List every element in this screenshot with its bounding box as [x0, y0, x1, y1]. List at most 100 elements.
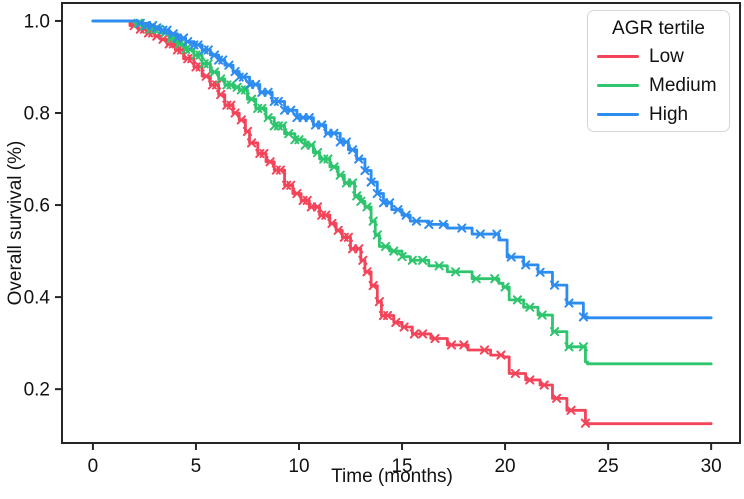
censor-x-icon — [362, 202, 372, 212]
legend-line-swatch-low — [597, 54, 639, 59]
y-tick-label: 0.4 — [24, 288, 51, 309]
censor-x-icon — [564, 342, 574, 352]
censor-x-icon — [201, 71, 211, 81]
censor-x-icon — [506, 252, 516, 262]
censor-x-icon — [430, 333, 440, 344]
censor-x-icon — [525, 375, 535, 385]
censor-x-icon — [510, 368, 520, 379]
censor-x-icon — [372, 188, 382, 199]
censor-x-icon — [277, 121, 288, 131]
censor-x-icon — [537, 310, 547, 320]
legend-label: High — [649, 103, 689, 125]
legend-entry-low: Low — [588, 42, 729, 71]
censor-x-icon — [564, 298, 574, 308]
censor-x-icon — [492, 229, 502, 239]
censor-x-icon — [539, 380, 549, 390]
censor-x-icon — [135, 18, 145, 28]
censor-x-icon — [321, 210, 331, 220]
censor-x-icon — [434, 261, 444, 271]
x-tick-label: 25 — [598, 456, 619, 477]
censor-x-icon — [551, 393, 562, 403]
censor-x-icon — [317, 120, 327, 130]
censor-x-icon — [343, 232, 354, 242]
censor-x-icon — [496, 350, 506, 360]
censor-x-icon — [329, 162, 339, 172]
censor-x-icon — [226, 80, 236, 90]
x-tick-label: 15 — [391, 456, 412, 477]
plot-spines — [61, 2, 741, 444]
censor-x-icon — [457, 223, 467, 233]
censor-x-icon — [418, 329, 428, 339]
censor-x-icon — [549, 280, 560, 290]
censor-x-icon — [236, 115, 246, 125]
censor-x-icon — [211, 80, 222, 90]
legend-entry-medium: Medium — [588, 71, 729, 100]
censor-x-icon — [203, 59, 213, 69]
x-tick-label: 30 — [701, 456, 722, 477]
censor-x-icon — [475, 229, 485, 239]
censor-x-icon — [242, 126, 253, 137]
censor-x-icon — [263, 113, 273, 123]
y-axis: 0.2 0.4 0.6 0.8 1.0 — [24, 11, 62, 401]
censor-x-icon — [424, 219, 434, 229]
censor-x-icon — [401, 210, 411, 220]
censor-x-icon — [263, 87, 273, 97]
censor-x-icon — [446, 340, 457, 350]
censor-x-icon — [418, 255, 428, 265]
censor-x-icon — [148, 20, 158, 31]
censor-x-icon — [306, 140, 316, 150]
censor-marks-high — [135, 18, 588, 322]
censor-x-icon — [521, 260, 531, 270]
censor-x-icon — [391, 317, 401, 328]
censor-x-icon — [329, 128, 339, 138]
censor-x-icon — [368, 280, 378, 291]
censor-x-icon — [246, 94, 257, 104]
censor-x-icon — [238, 72, 248, 82]
censor-x-icon — [397, 251, 407, 262]
censor-x-icon — [451, 267, 461, 277]
legend-entries: Low Medium High — [588, 42, 729, 129]
censor-x-icon — [286, 180, 296, 190]
legend-title: AGR tertile — [612, 18, 705, 39]
censor-x-icon — [459, 340, 469, 350]
censor-x-icon — [304, 113, 314, 123]
censor-x-icon — [251, 79, 261, 90]
censor-x-icon — [246, 138, 257, 148]
censor-x-icon — [347, 145, 358, 155]
censor-x-icon — [162, 25, 172, 35]
censor-x-icon — [226, 100, 236, 110]
censor-x-icon — [335, 170, 345, 180]
legend-label: Medium — [649, 74, 717, 96]
censor-x-icon — [525, 302, 535, 312]
censor-x-icon — [302, 195, 312, 206]
legend: AGR tertile Low Medium High — [587, 10, 730, 132]
y-axis-label: Overall survival (%) — [5, 140, 26, 306]
censor-x-icon — [409, 329, 419, 339]
censor-x-icon — [479, 345, 490, 355]
censor-x-icon — [490, 274, 500, 284]
censor-x-icon — [368, 216, 378, 226]
y-tick-label: 0.8 — [24, 104, 50, 125]
censor-x-icon — [312, 202, 323, 212]
censor-x-icon — [411, 216, 422, 226]
censor-x-icon — [323, 154, 333, 164]
censor-x-icon — [216, 89, 226, 100]
censor-x-icon — [385, 198, 395, 208]
legend-label: Low — [649, 45, 684, 67]
censor-x-icon — [566, 405, 576, 415]
censor-x-icon — [183, 37, 193, 47]
censor-x-icon — [578, 342, 588, 352]
censor-x-icon — [358, 255, 368, 265]
x-tick-label: 0 — [88, 456, 99, 477]
censor-x-icon — [152, 23, 162, 33]
y-tick-label: 0.2 — [24, 380, 50, 401]
censor-x-icon — [471, 274, 481, 284]
censor-x-icon — [535, 267, 545, 277]
censor-x-icon — [354, 244, 364, 254]
y-tick-label: 0.6 — [24, 196, 50, 217]
censor-x-icon — [360, 165, 370, 176]
censor-x-icon — [372, 230, 382, 240]
legend-line-swatch-high — [597, 112, 639, 117]
y-tick-label: 1.0 — [24, 11, 50, 32]
